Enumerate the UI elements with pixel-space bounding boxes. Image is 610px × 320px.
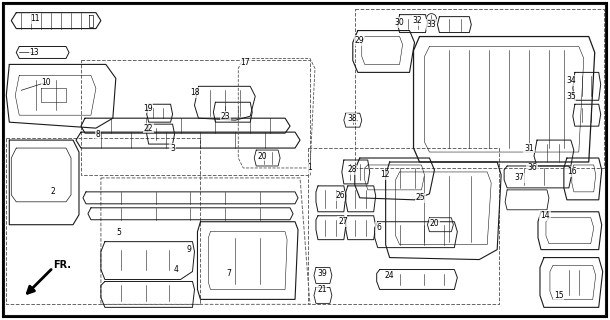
Polygon shape <box>573 72 601 100</box>
Polygon shape <box>11 148 71 202</box>
Polygon shape <box>550 266 596 300</box>
Text: 20: 20 <box>429 219 439 228</box>
Text: 17: 17 <box>240 58 250 67</box>
Text: 38: 38 <box>347 114 357 123</box>
Polygon shape <box>76 132 300 148</box>
Polygon shape <box>572 165 596 192</box>
Polygon shape <box>386 162 501 260</box>
Polygon shape <box>16 46 69 59</box>
Polygon shape <box>504 166 572 188</box>
Polygon shape <box>540 258 603 307</box>
Text: 19: 19 <box>143 104 152 113</box>
Text: 10: 10 <box>41 78 51 87</box>
Text: 9: 9 <box>186 245 191 254</box>
Polygon shape <box>316 216 346 240</box>
Polygon shape <box>6 64 116 128</box>
Text: 12: 12 <box>380 171 389 180</box>
Polygon shape <box>254 150 280 166</box>
Polygon shape <box>437 17 472 33</box>
Text: 24: 24 <box>385 271 395 280</box>
Polygon shape <box>346 216 376 240</box>
Polygon shape <box>209 232 287 289</box>
Polygon shape <box>101 242 195 279</box>
Text: 28: 28 <box>347 165 357 174</box>
Text: 11: 11 <box>30 14 40 23</box>
Polygon shape <box>316 186 346 212</box>
Polygon shape <box>362 36 403 64</box>
Polygon shape <box>4 4 606 316</box>
Polygon shape <box>9 140 79 225</box>
Polygon shape <box>198 222 298 300</box>
Polygon shape <box>353 31 415 72</box>
Polygon shape <box>573 104 601 126</box>
Text: 39: 39 <box>317 269 327 278</box>
Polygon shape <box>377 269 458 289</box>
Text: 3: 3 <box>170 144 175 153</box>
Text: 22: 22 <box>144 124 154 132</box>
Polygon shape <box>564 158 601 200</box>
Text: 29: 29 <box>355 36 365 45</box>
Polygon shape <box>314 287 332 303</box>
Text: 36: 36 <box>527 164 537 172</box>
Text: 23: 23 <box>221 112 230 121</box>
Polygon shape <box>538 212 601 250</box>
Polygon shape <box>428 218 453 232</box>
Text: 18: 18 <box>190 88 199 97</box>
Polygon shape <box>534 140 574 166</box>
Polygon shape <box>146 104 173 122</box>
Polygon shape <box>101 282 195 307</box>
Text: FR.: FR. <box>53 260 71 269</box>
Polygon shape <box>396 172 491 244</box>
Polygon shape <box>346 186 376 212</box>
Text: 14: 14 <box>540 211 550 220</box>
Text: 34: 34 <box>566 76 576 85</box>
Polygon shape <box>314 268 332 284</box>
Text: 5: 5 <box>117 228 121 237</box>
Text: 33: 33 <box>426 20 436 29</box>
Text: 37: 37 <box>514 173 524 182</box>
Polygon shape <box>546 218 594 244</box>
Polygon shape <box>214 102 252 122</box>
Text: 16: 16 <box>567 167 576 176</box>
Polygon shape <box>195 86 255 120</box>
Text: 31: 31 <box>524 144 534 153</box>
Text: 7: 7 <box>226 269 231 278</box>
Text: 26: 26 <box>335 191 345 200</box>
Text: 21: 21 <box>317 285 327 294</box>
Text: 4: 4 <box>173 265 178 274</box>
Text: 35: 35 <box>566 92 576 101</box>
Text: 20: 20 <box>257 151 267 161</box>
Polygon shape <box>81 118 290 133</box>
Text: 27: 27 <box>338 217 348 226</box>
Text: 15: 15 <box>554 291 564 300</box>
Text: 6: 6 <box>376 223 381 232</box>
Text: 8: 8 <box>96 130 100 139</box>
Polygon shape <box>146 124 174 144</box>
Text: 25: 25 <box>415 193 425 202</box>
Polygon shape <box>342 160 370 184</box>
Polygon shape <box>15 76 96 115</box>
Polygon shape <box>355 158 434 200</box>
Polygon shape <box>11 13 101 28</box>
Polygon shape <box>83 192 298 204</box>
Polygon shape <box>344 113 362 127</box>
Text: 32: 32 <box>413 16 422 25</box>
Polygon shape <box>505 190 549 210</box>
Text: 30: 30 <box>395 18 404 27</box>
Polygon shape <box>398 15 428 33</box>
Polygon shape <box>88 208 293 220</box>
Text: 2: 2 <box>51 188 56 196</box>
Polygon shape <box>375 222 458 248</box>
Text: 1: 1 <box>307 164 312 172</box>
Text: 13: 13 <box>29 48 39 57</box>
Polygon shape <box>365 165 425 190</box>
Polygon shape <box>425 46 584 152</box>
Polygon shape <box>414 36 595 162</box>
